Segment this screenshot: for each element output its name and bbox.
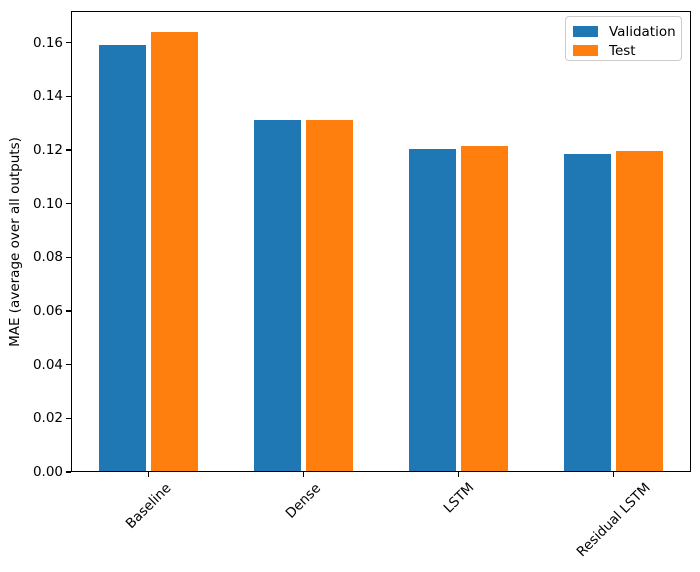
legend-item-validation: Validation <box>573 22 681 41</box>
legend-swatch-validation-icon <box>573 26 598 37</box>
y-tick-label-0.14: 0.14 <box>32 88 63 105</box>
x-tick-label-residual-lstm: Residual LSTM <box>573 479 654 560</box>
x-tick-mark <box>457 472 460 477</box>
legend-item-test: Test <box>573 41 681 60</box>
y-tick-mark <box>66 41 71 44</box>
y-tick-label-0.16: 0.16 <box>32 34 63 51</box>
x-tick-mark <box>612 472 615 477</box>
bar-test-lstm <box>460 145 509 472</box>
bar-validation-baseline <box>98 45 146 472</box>
x-tick-label-lstm: LSTM <box>440 479 477 517</box>
legend-label-validation: Validation <box>609 23 676 40</box>
y-tick-label-0.08: 0.08 <box>32 249 63 266</box>
y-tick-mark <box>66 417 71 420</box>
y-tick-mark <box>66 363 71 366</box>
bar-validation-lstm <box>408 148 456 472</box>
y-tick-label-0.00: 0.00 <box>32 464 63 480</box>
y-tick-mark <box>66 149 71 151</box>
y-tick-mark <box>66 471 71 473</box>
x-tick-label-baseline: Baseline <box>122 479 175 532</box>
bar-test-residual-lstm <box>615 151 664 472</box>
x-tick-mark <box>302 472 305 477</box>
bar-test-dense <box>305 120 354 472</box>
y-tick-label-0.10: 0.10 <box>32 195 63 212</box>
bar-test-baseline <box>150 31 199 472</box>
legend: Validation Test <box>565 16 682 61</box>
y-tick-label-0.02: 0.02 <box>32 410 63 427</box>
y-tick-mark <box>66 202 71 205</box>
y-tick-mark <box>66 310 71 312</box>
legend-label-test: Test <box>609 42 636 59</box>
bar-validation-dense <box>253 120 301 472</box>
legend-swatch-test-icon <box>573 45 598 56</box>
y-tick-mark <box>66 256 71 259</box>
y-tick-label-0.12: 0.12 <box>32 141 63 158</box>
y-tick-mark <box>66 95 71 98</box>
y-tick-label-0.04: 0.04 <box>32 356 63 373</box>
x-tick-label-dense: Dense <box>282 480 325 522</box>
y-tick-label-0.06: 0.06 <box>32 302 63 319</box>
x-tick-mark <box>147 472 150 477</box>
bar-validation-residual-lstm <box>563 154 611 472</box>
